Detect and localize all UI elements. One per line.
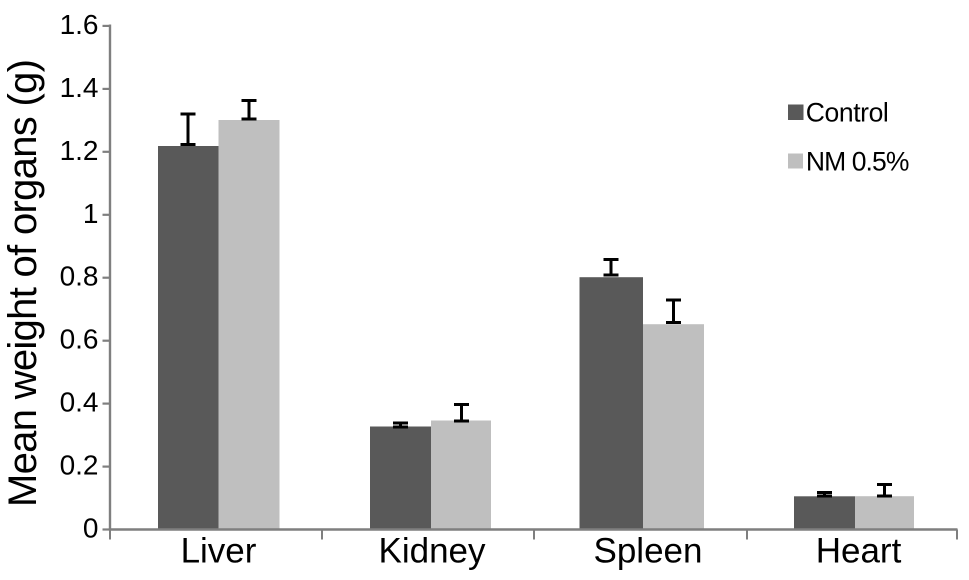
svg-text:0.6: 0.6 xyxy=(60,324,99,355)
svg-text:Heart: Heart xyxy=(816,532,902,571)
svg-text:Control: Control xyxy=(806,98,889,128)
svg-text:Kidney: Kidney xyxy=(378,532,486,571)
svg-text:0.2: 0.2 xyxy=(60,450,99,481)
svg-text:Liver: Liver xyxy=(181,532,257,571)
svg-text:Mean weight of organs (g): Mean weight of organs (g) xyxy=(1,59,45,507)
svg-text:1.2: 1.2 xyxy=(60,135,99,166)
svg-text:0: 0 xyxy=(83,513,99,544)
svg-text:0.4: 0.4 xyxy=(60,387,99,418)
svg-text:1.6: 1.6 xyxy=(60,9,99,40)
svg-text:1.4: 1.4 xyxy=(60,72,99,103)
svg-text:0.8: 0.8 xyxy=(60,261,99,292)
svg-text:Spleen: Spleen xyxy=(594,532,703,571)
svg-text:1: 1 xyxy=(83,198,99,229)
svg-text:NM 0.5%: NM 0.5% xyxy=(806,147,910,177)
